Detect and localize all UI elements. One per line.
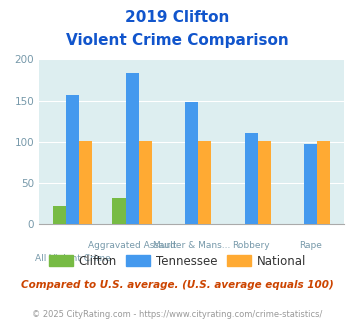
Text: Aggravated Assault: Aggravated Assault <box>88 241 176 250</box>
Bar <box>245 133 258 224</box>
Bar <box>317 141 331 224</box>
Legend: Clifton, Tennessee, National: Clifton, Tennessee, National <box>44 250 311 273</box>
Bar <box>126 73 139 224</box>
Text: Robbery: Robbery <box>233 241 270 250</box>
Text: Rape: Rape <box>299 241 322 250</box>
Text: 2019 Clifton: 2019 Clifton <box>125 10 230 25</box>
Bar <box>185 102 198 224</box>
Bar <box>53 206 66 224</box>
Bar <box>258 141 271 224</box>
Bar <box>79 141 92 224</box>
Text: Violent Crime Comparison: Violent Crime Comparison <box>66 33 289 48</box>
Bar <box>304 144 317 224</box>
Text: Murder & Mans...: Murder & Mans... <box>153 241 230 250</box>
Bar <box>66 95 79 224</box>
Text: © 2025 CityRating.com - https://www.cityrating.com/crime-statistics/: © 2025 CityRating.com - https://www.city… <box>32 310 323 319</box>
Bar <box>113 198 126 224</box>
Bar <box>198 141 211 224</box>
Text: All Violent Crime: All Violent Crime <box>35 253 110 263</box>
Bar <box>139 141 152 224</box>
Text: Compared to U.S. average. (U.S. average equals 100): Compared to U.S. average. (U.S. average … <box>21 280 334 290</box>
